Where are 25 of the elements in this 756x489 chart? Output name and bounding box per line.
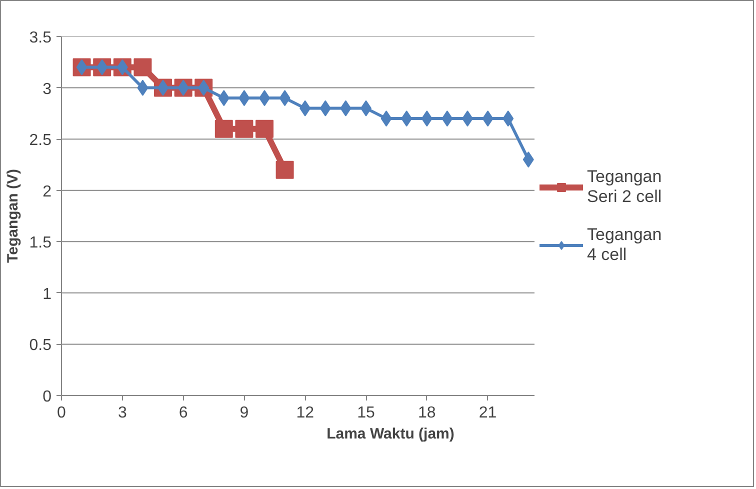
y-tick-label: 2.5 bbox=[29, 132, 52, 150]
point bbox=[134, 58, 152, 76]
point bbox=[235, 120, 254, 138]
y-tick-label: 3.5 bbox=[29, 30, 52, 46]
y-tick-label: 1.5 bbox=[29, 234, 52, 252]
point bbox=[256, 120, 274, 138]
x-tick-label: 6 bbox=[178, 404, 188, 422]
point bbox=[276, 160, 294, 179]
y-tick-label: 0.5 bbox=[29, 337, 52, 354]
x-axis-title: Lama Waktu (jam) bbox=[326, 426, 454, 442]
x-tick-label: 0 bbox=[57, 404, 66, 422]
x-tick-label: 18 bbox=[418, 404, 436, 422]
y-tick-label: 0 bbox=[42, 388, 52, 406]
y-tick-label: 1 bbox=[42, 286, 52, 303]
x-tick-label: 15 bbox=[357, 404, 376, 422]
legend-label: Tegangan Seri 2 cell bbox=[587, 167, 662, 207]
point bbox=[214, 120, 233, 138]
x-tick-label: 12 bbox=[296, 404, 314, 422]
y-tick-label: 3 bbox=[42, 80, 52, 98]
y-tick-label: 2 bbox=[42, 183, 52, 200]
y-axis-title: Tegangan (V) bbox=[4, 169, 22, 263]
x-tick-label: 3 bbox=[118, 404, 127, 422]
legend-label: Tegangan 4 cell bbox=[587, 225, 662, 265]
x-tick-label: 9 bbox=[240, 404, 249, 422]
x-tick-label: 21 bbox=[478, 404, 497, 422]
